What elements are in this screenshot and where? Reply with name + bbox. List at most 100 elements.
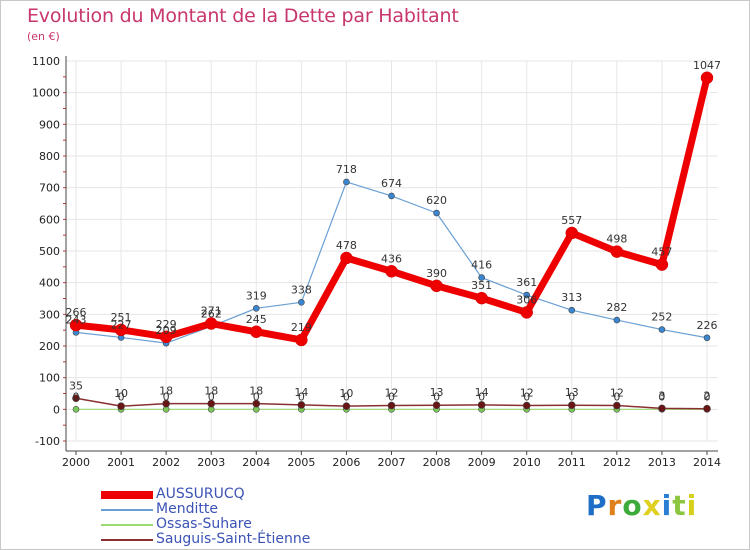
data-label: 243 [66,313,87,326]
x-tick-label: 2007 [378,456,406,469]
chart-unit-label: (en €) [27,30,60,43]
data-point [568,306,576,314]
data-label: 313 [561,291,582,304]
data-label: 390 [426,267,447,280]
y-tick-label: -100 [35,435,60,448]
data-point [430,279,443,293]
data-label: 266 [66,306,87,319]
y-tick-label: 0 [53,403,60,416]
y-tick-label: 1100 [32,55,60,68]
data-label: 416 [471,259,492,272]
legend-swatch [101,524,153,526]
legend-swatch [101,539,153,541]
y-tick-label: 300 [39,308,60,321]
data-point [655,258,669,271]
data-label: 18 [204,385,218,398]
y-tick-label: 800 [39,150,60,163]
legend-label: Ossas-Suhare [156,516,252,532]
data-point [250,325,263,338]
data-point [159,330,173,344]
data-label: 557 [561,214,582,227]
data-label: 14 [475,386,489,399]
logo-letter: P [586,489,608,522]
data-label: 478 [336,239,357,252]
x-tick-label: 2014 [693,456,721,469]
logo-letter: i [661,489,673,522]
x-tick-label: 2005 [287,456,315,469]
data-point [658,326,666,333]
data-label: 226 [697,319,718,332]
x-tick-label: 2003 [197,456,225,469]
data-point [477,401,486,409]
data-label: 0 [613,390,620,403]
data-point [114,323,128,337]
data-point [567,401,576,410]
data-label: 0 [73,390,80,403]
data-label: 338 [291,283,312,296]
legend-swatch [101,491,153,499]
data-label: 0 [253,390,260,403]
data-point [475,291,488,305]
data-point [703,404,711,413]
data-point [433,209,440,217]
data-label: 35 [69,379,83,392]
data-label: 0 [523,390,530,403]
data-label: 0 [433,390,440,403]
x-tick-label: 2001 [107,456,135,469]
data-point [432,401,441,410]
data-label: 674 [381,177,402,190]
data-label: 319 [246,289,267,302]
x-tick-label: 2004 [242,456,270,469]
data-point [703,334,711,342]
legend-label: Sauguis-Saint-Étienne [156,531,311,547]
y-tick-label: 700 [39,182,60,195]
data-label: 227 [111,318,132,331]
data-label: 219 [291,321,312,334]
data-label: 351 [471,279,492,292]
data-label: 718 [336,163,357,176]
data-label: 306 [516,293,537,306]
data-point [478,274,485,281]
data-point [613,316,621,324]
legend-label: Menditte [156,501,218,517]
data-label: 620 [426,194,447,207]
data-point [204,317,218,330]
data-point [72,406,80,413]
data-point [298,298,305,306]
data-point [658,404,666,413]
logo-letter: t [672,489,687,522]
x-tick-label: 2013 [648,456,676,469]
y-tick-label: 100 [39,372,60,385]
data-point [613,401,621,410]
data-point [520,306,533,319]
data-label: 13 [565,386,579,399]
data-label: 0 [568,390,575,403]
data-label: 18 [249,385,263,398]
data-point [207,399,216,408]
data-label: 0 [298,390,305,403]
y-tick-label: 200 [39,340,60,353]
data-label: 12 [610,387,624,400]
data-label: 0 [208,390,215,403]
data-label: 10 [339,387,353,400]
data-label: 209 [156,324,177,337]
data-label: 0 [118,390,125,403]
data-point [69,318,83,332]
data-point [297,401,306,409]
data-label: 245 [246,313,267,326]
y-tick-label: 500 [39,245,60,258]
x-tick-label: 2009 [468,456,496,469]
logo-letter: r [607,489,623,522]
data-point [385,265,398,278]
data-label: 14 [294,386,308,399]
data-label: 457 [651,246,672,259]
logo-letter: x [642,489,662,522]
data-label: 282 [606,301,627,314]
data-label: 271 [201,305,222,318]
data-label: 0 [343,390,350,403]
y-tick-label: 600 [39,213,60,226]
x-tick-label: 2011 [558,456,586,469]
data-point [523,291,531,299]
